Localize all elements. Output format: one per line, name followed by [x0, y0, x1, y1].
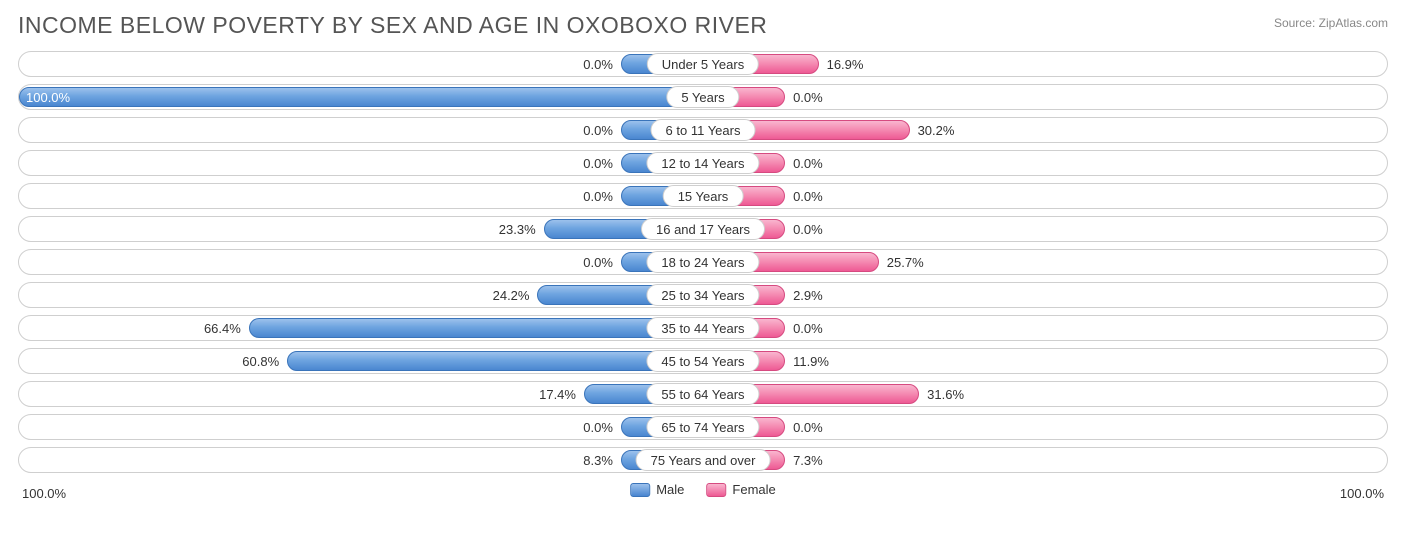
chart-row: 0.0% 30.2% 6 to 11 Years: [18, 117, 1388, 143]
female-swatch: [706, 483, 726, 497]
female-value: 7.3%: [793, 448, 823, 472]
legend-male-label: Male: [656, 482, 684, 497]
female-value: 0.0%: [793, 85, 823, 109]
axis-right-label: 100.0%: [1340, 486, 1384, 501]
male-value: 0.0%: [583, 118, 613, 142]
category-label: 45 to 54 Years: [646, 350, 759, 372]
male-value: 60.8%: [242, 349, 279, 373]
female-value: 2.9%: [793, 283, 823, 307]
category-label: 35 to 44 Years: [646, 317, 759, 339]
chart-row: 17.4% 31.6% 55 to 64 Years: [18, 381, 1388, 407]
diverging-bar-chart: 0.0%16.9%Under 5 Years100.0%0.0%5 Years0…: [18, 51, 1388, 473]
chart-row: 0.0% 25.7% 18 to 24 Years: [18, 249, 1388, 275]
category-label: 18 to 24 Years: [646, 251, 759, 273]
category-label: 5 Years: [666, 86, 739, 108]
chart-row: 66.4% 0.0% 35 to 44 Years: [18, 315, 1388, 341]
male-value: 0.0%: [583, 415, 613, 439]
chart-title: INCOME BELOW POVERTY BY SEX AND AGE IN O…: [18, 12, 767, 39]
legend-female: Female: [706, 482, 775, 497]
category-label: 12 to 14 Years: [646, 152, 759, 174]
chart-row: 8.3% 7.3% 75 Years and over: [18, 447, 1388, 473]
legend-male: Male: [630, 482, 684, 497]
male-value: 0.0%: [583, 52, 613, 76]
male-value: 24.2%: [493, 283, 530, 307]
female-value: 11.9%: [793, 349, 829, 373]
male-value: 0.0%: [583, 184, 613, 208]
category-label: 55 to 64 Years: [646, 383, 759, 405]
female-value: 25.7%: [887, 250, 924, 274]
male-value: 100.0%: [26, 88, 70, 106]
category-label: 25 to 34 Years: [646, 284, 759, 306]
male-value: 8.3%: [583, 448, 613, 472]
category-label: 65 to 74 Years: [646, 416, 759, 438]
chart-row: 0.0% 0.0% 12 to 14 Years: [18, 150, 1388, 176]
male-value: 17.4%: [539, 382, 576, 406]
female-value: 0.0%: [793, 151, 823, 175]
male-bar: 100.0%: [19, 87, 703, 107]
chart-row: 23.3% 0.0% 16 and 17 Years: [18, 216, 1388, 242]
male-value: 66.4%: [204, 316, 241, 340]
male-swatch: [630, 483, 650, 497]
male-bar: [249, 318, 703, 338]
male-value: 0.0%: [583, 151, 613, 175]
legend-female-label: Female: [732, 482, 775, 497]
chart-row: 24.2% 2.9% 25 to 34 Years: [18, 282, 1388, 308]
source-attribution: Source: ZipAtlas.com: [1274, 12, 1388, 30]
category-label: Under 5 Years: [647, 53, 759, 75]
chart-row: 0.0% 0.0% 65 to 74 Years: [18, 414, 1388, 440]
male-value: 0.0%: [583, 250, 613, 274]
category-label: 6 to 11 Years: [651, 119, 756, 141]
category-label: 15 Years: [663, 185, 744, 207]
category-label: 16 and 17 Years: [641, 218, 765, 240]
chart-row: 100.0% 0.0% 5 Years: [18, 84, 1388, 110]
chart-row: 0.0% 0.0% 15 Years: [18, 183, 1388, 209]
category-label: 75 Years and over: [636, 449, 771, 471]
female-value: 0.0%: [793, 184, 823, 208]
legend: Male Female: [630, 482, 776, 497]
male-value: 23.3%: [499, 217, 536, 241]
chart-row: 60.8% 11.9% 45 to 54 Years: [18, 348, 1388, 374]
female-value: 31.6%: [927, 382, 964, 406]
female-value: 0.0%: [793, 316, 823, 340]
male-bar: [287, 351, 703, 371]
female-value: 16.9%: [827, 52, 864, 76]
female-value: 30.2%: [918, 118, 955, 142]
female-value: 0.0%: [793, 217, 823, 241]
chart-row: 0.0% 16.9% Under 5 Years: [18, 51, 1388, 77]
female-value: 0.0%: [793, 415, 823, 439]
axis-left-label: 100.0%: [22, 486, 66, 501]
